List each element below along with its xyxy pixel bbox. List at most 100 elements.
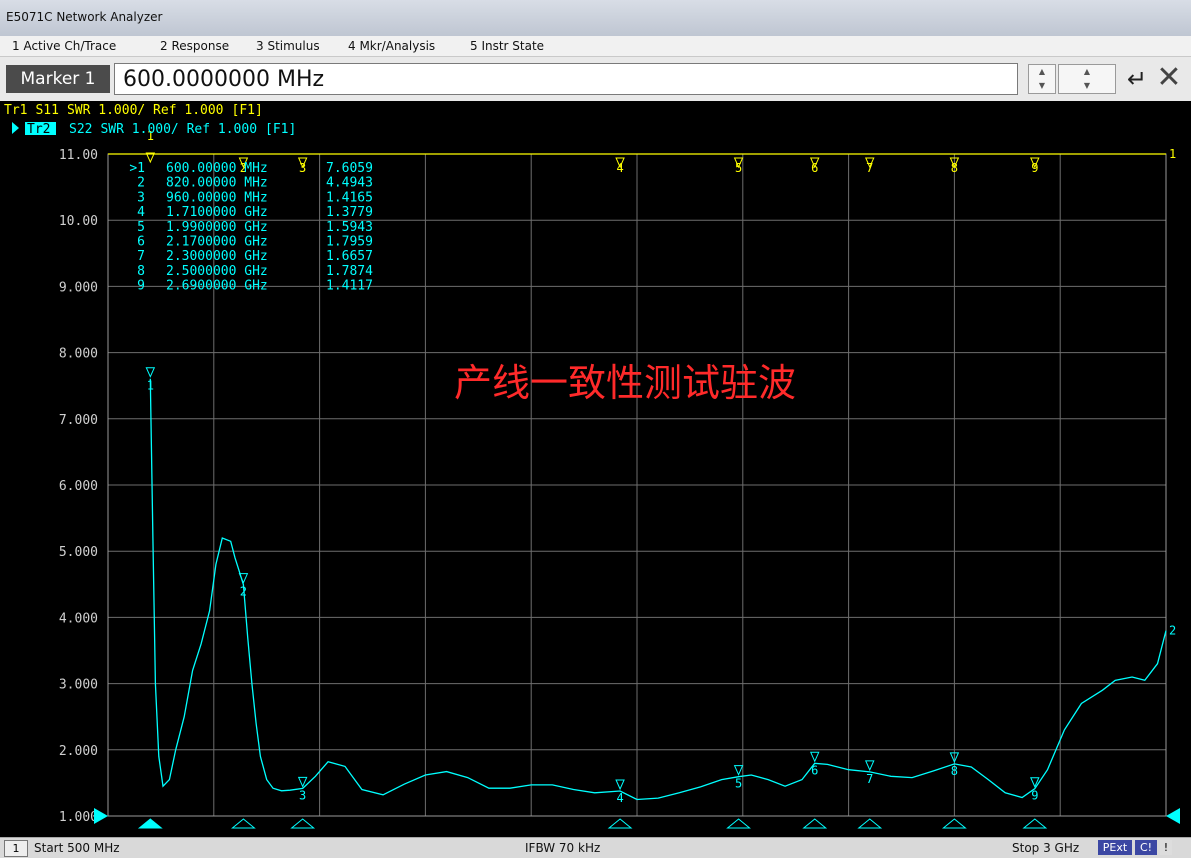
plot-panel: 11.00 10.00 9.000 8.000 7.000 6.000 5.000 4.000…: [0, 101, 1191, 837]
tr1-marker-triangle-icon: [1030, 157, 1040, 169]
trace-1-header[interactable]: Tr1 S11 SWR 1.000/ Ref 1.000 [F1]: [4, 103, 263, 118]
marker-table-stimulus: 600.00000 MHz: [166, 161, 268, 176]
marker-table-num: 4: [137, 205, 145, 220]
active-trace-badge: [25, 122, 56, 135]
marker-table-num: 3: [137, 190, 145, 205]
marker-table-stimulus: 2.1700000 GHz: [166, 235, 268, 250]
tr2-marker-label: 2: [240, 585, 247, 599]
tr2-marker-triangle-icon: [864, 760, 875, 772]
y-tick-label: 9.000: [59, 280, 98, 295]
tr2-marker-triangle-icon: [809, 751, 820, 763]
coarse-spinner[interactable]: ▲ ▼: [1058, 64, 1116, 94]
tr1-marker-triangle-icon: [238, 157, 249, 169]
bottom-marker-icon: [941, 818, 967, 829]
marker-table-value: 1.7874: [326, 264, 373, 279]
y-tick-label: 3.000: [59, 678, 98, 693]
tr2-marker-label: 6: [811, 763, 818, 777]
ref-left-arrow-icon: [94, 808, 108, 824]
bottom-marker-icon: [607, 818, 633, 829]
tr2-marker-label: 9: [1031, 789, 1038, 803]
y-tick-label: 7.000: [59, 413, 98, 428]
entry-value-field[interactable]: 600.0000000 MHz: [114, 63, 1018, 95]
ref-right-arrow-icon: [1166, 808, 1180, 824]
marker-table-stimulus: 960.00000 MHz: [166, 190, 268, 205]
menu-stimulus[interactable]: 3 Stimulus: [256, 39, 320, 53]
y-tick-label: 2.000: [59, 744, 98, 759]
marker-table-stimulus: 2.6900000 GHz: [166, 279, 268, 294]
marker-table-num: 6: [137, 235, 145, 250]
marker-table-value: 1.3779: [326, 205, 373, 220]
marker-table-num: 9: [137, 279, 145, 294]
spin-down-icon[interactable]: ▼: [1038, 81, 1046, 90]
menu-response[interactable]: 2 Response: [160, 39, 230, 53]
tr1-marker-triangle-icon: [949, 157, 960, 169]
marker-table-num: >1: [129, 161, 145, 176]
tr2-marker-label: 7: [866, 772, 873, 786]
tr1-marker-triangle-icon: [297, 157, 308, 169]
network-analyzer-plot: 11.00 10.00 9.000 8.000 7.000 6.000 5.000 4.000…: [4, 103, 1180, 829]
tr2-marker-triangle-icon: [145, 367, 156, 378]
tr1-marker-triangle-icon: [809, 157, 820, 169]
tr2-marker-triangle-icon: [297, 776, 308, 788]
status-bar: 1 Start 500 MHz IFBW 70 kHz Stop 3 GHz P…: [0, 837, 1191, 858]
tr2-marker-triangle-icon: [238, 573, 249, 584]
trace-2-id[interactable]: Tr2: [27, 122, 50, 137]
pext-badge: PExt: [1098, 840, 1132, 855]
marker-table-stimulus: 2.3000000 GHz: [166, 249, 268, 264]
bottom-marker-icon: [137, 818, 163, 829]
enter-icon[interactable]: ↵: [1126, 65, 1148, 93]
fine-spinner[interactable]: ▲ ▼: [1028, 64, 1056, 94]
tr2-marker-label: 5: [735, 777, 742, 791]
marker-table-num: 2: [137, 176, 145, 191]
tr1-marker-triangle-icon: [145, 152, 156, 164]
marker-table-value: 1.6657: [326, 249, 373, 264]
trace-2-header[interactable]: S22 SWR 1.000/ Ref 1.000 [F1]: [69, 122, 296, 137]
bottom-marker-icon: [802, 818, 828, 829]
marker-table-stimulus: 1.7100000 GHz: [166, 205, 268, 220]
tr1-marker-triangle-icon: [733, 157, 744, 169]
y-tick-label: 5.000: [59, 545, 98, 560]
bottom-marker-icon: [857, 818, 883, 829]
marker-table-value: 1.7959: [326, 235, 373, 250]
trace-tr2: [149, 378, 1167, 801]
trace-end-label: 2: [1169, 624, 1176, 638]
y-tick-labels: 11.00 10.00 9.000 8.000 7.000 6.000 5.000 4.000…: [59, 148, 1180, 825]
channel-indicator[interactable]: 1: [4, 840, 28, 857]
y-tick-label: 8.000: [59, 347, 98, 362]
spin-up-icon[interactable]: ▲: [1038, 67, 1046, 76]
marker-table-value: 1.4165: [326, 190, 373, 205]
ifbw-readout: IFBW 70 kHz: [525, 841, 601, 855]
bottom-marker-row: [137, 818, 1048, 829]
trace-layer: 12: [108, 147, 1176, 801]
close-icon[interactable]: ✕: [1156, 60, 1182, 95]
menu-instr-state[interactable]: 5 Instr State: [470, 39, 545, 53]
marker-table: >1 600.00000 MHz 7.6059 2 820.00000 MHz 4.494…: [129, 161, 373, 294]
marker-table-num: 7: [137, 249, 145, 264]
cal-badge: C!: [1135, 840, 1157, 855]
spin-up-icon[interactable]: ▲: [1083, 67, 1091, 76]
tr1-marker-triangle-icon: [864, 157, 875, 169]
y-tick-label: 1.000: [59, 810, 98, 825]
menu-mkr-analysis[interactable]: 4 Mkr/Analysis: [348, 39, 436, 53]
marker-table-stimulus: 2.5000000 GHz: [166, 264, 268, 279]
title-bar: E5071C Network Analyzer: [0, 0, 1191, 37]
tr2-marker-label: 4: [616, 791, 623, 805]
stop-frequency: Stop 3 GHz: [1012, 841, 1080, 855]
menu-bar: 1 Active Ch/Trace 2 Response 3 Stimulus …: [0, 36, 1191, 57]
y-tick-label: 10.00: [59, 214, 98, 229]
annotation-text: 产线一致性测试驻波: [454, 361, 796, 405]
menu-active-ch-trace[interactable]: 1 Active Ch/Trace: [12, 39, 117, 53]
y-tick-label: 6.000: [59, 479, 98, 494]
bottom-marker-icon: [231, 818, 256, 829]
bottom-marker-icon: [290, 818, 316, 829]
tr2-marker-triangle-icon: [949, 752, 960, 764]
marker-table-value: 7.6059: [326, 161, 373, 176]
tr2-marker-triangle-icon: [615, 779, 625, 791]
active-trace-indicator-icon: [12, 122, 19, 134]
entry-bar: Marker 1 600.0000000 MHz ▲ ▼ ▲ ▼ ↵ ✕: [0, 57, 1191, 102]
marker-table-value: 1.5943: [326, 220, 373, 235]
spin-down-icon[interactable]: ▼: [1083, 81, 1091, 90]
bottom-marker-icon: [1022, 818, 1048, 829]
marker-table-value: 1.4117: [326, 279, 373, 294]
